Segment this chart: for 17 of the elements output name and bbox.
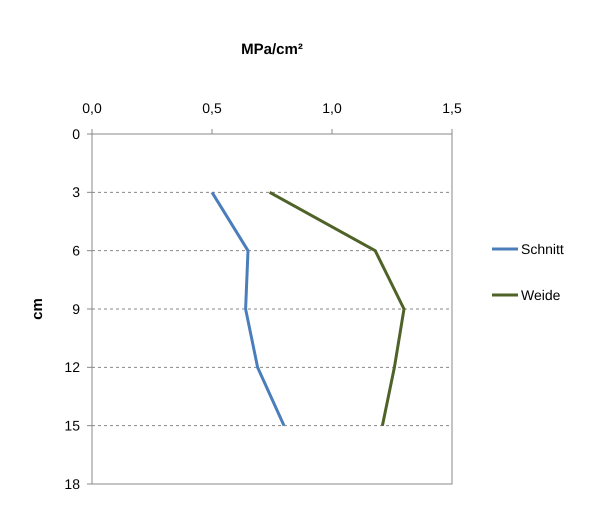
y-tick-label: 12 (64, 359, 80, 376)
y-axis-title: cm (29, 298, 46, 320)
legend-label: Weide (521, 286, 561, 303)
x-tick-label: 1,5 (442, 100, 462, 116)
y-tick-label: 18 (64, 476, 80, 492)
y-tick-label: 0 (72, 126, 80, 142)
legend-label: Schnitt (521, 240, 564, 257)
x-tick-label: 0,0 (82, 100, 102, 116)
line-series (268, 190, 406, 428)
line-series (210, 190, 286, 428)
y-tick-label: 3 (72, 184, 80, 200)
y-tick-label: 9 (72, 300, 80, 317)
y-tick-label: 6 (72, 242, 80, 259)
x-axis-title: MPa/cm² (241, 41, 303, 58)
y-tick-label: 15 (64, 418, 80, 434)
x-tick-label: 0,5 (202, 100, 222, 116)
x-tick-label: 1,0 (322, 100, 342, 116)
